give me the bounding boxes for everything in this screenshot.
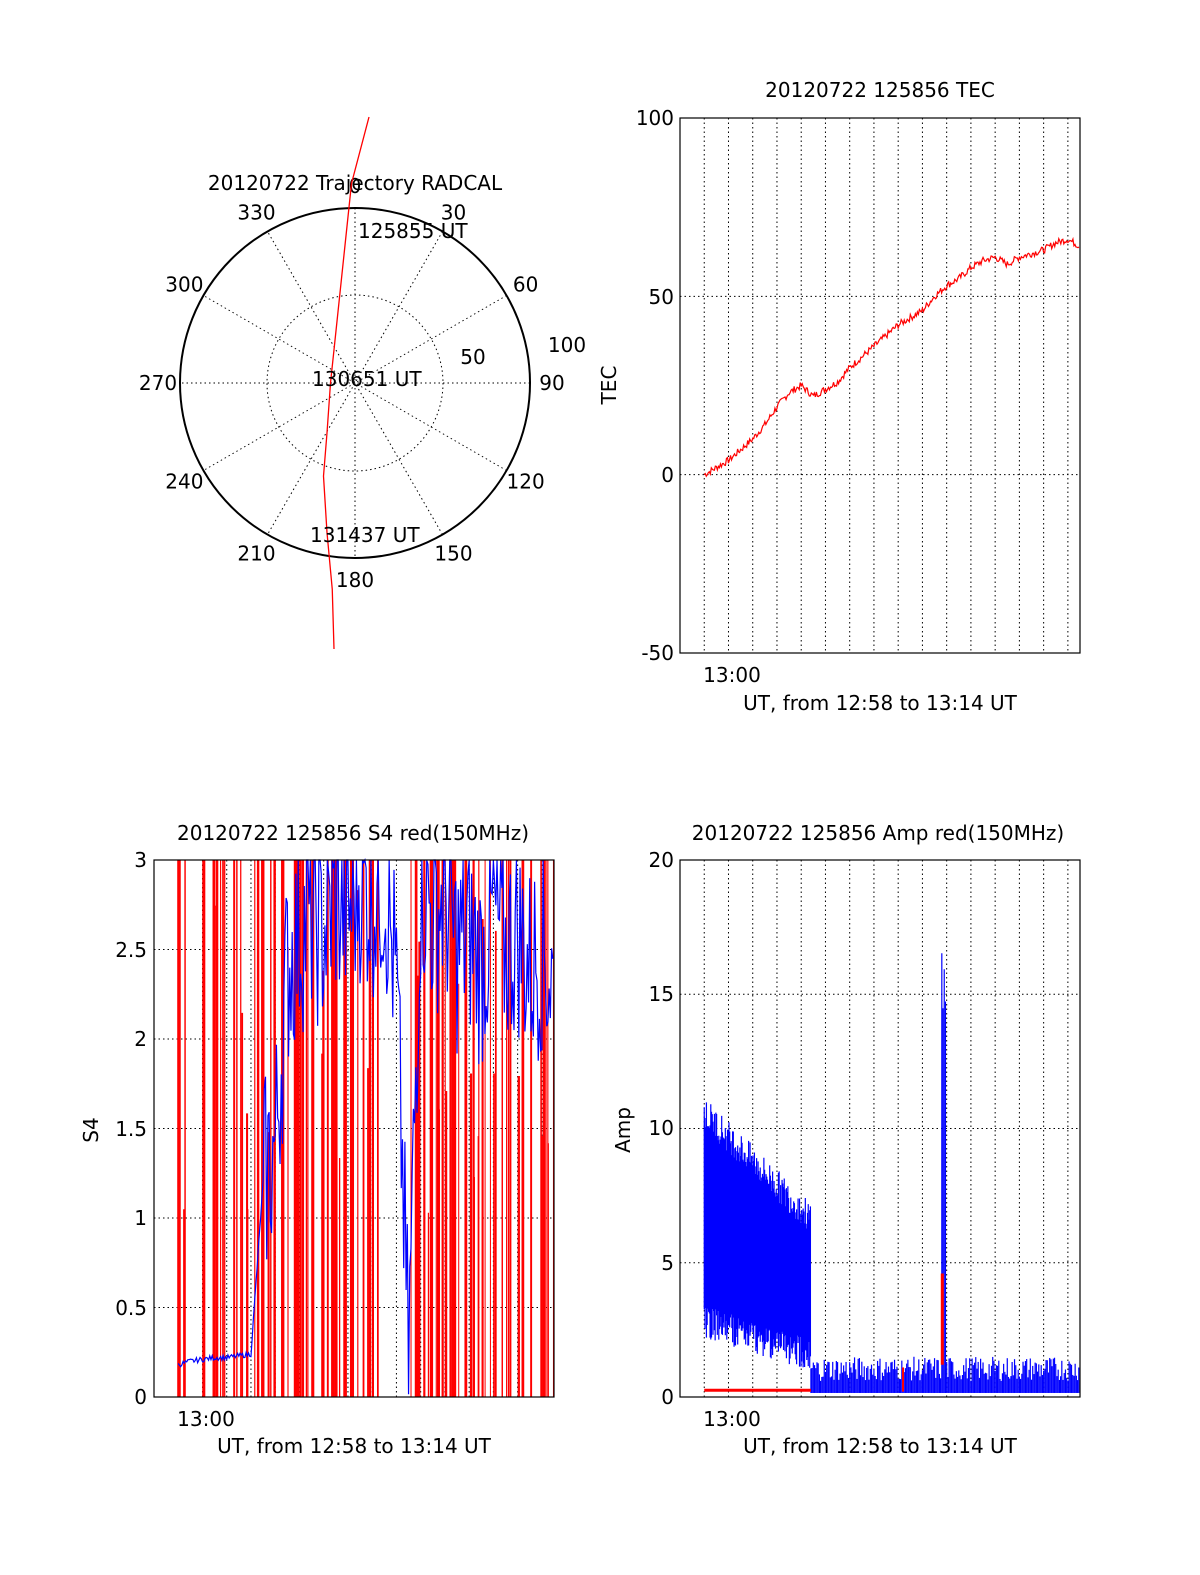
- s4-xlabel: UT, from 12:58 to 13:14 UT: [217, 1434, 492, 1458]
- amp-ytick-0: 0: [661, 1385, 674, 1409]
- amp-ytick-10: 10: [649, 1116, 674, 1140]
- polar-azimuth-label-210: 210: [237, 542, 275, 566]
- polar-azimuth-label-300: 300: [165, 273, 203, 297]
- s4-ytick-1.5: 1.5: [115, 1117, 147, 1141]
- tec-ytick-50: 50: [649, 285, 674, 309]
- polar-radial-label-100: 100: [548, 333, 586, 357]
- tec-ylabel: TEC: [597, 366, 621, 406]
- s4-grid: [154, 860, 554, 1397]
- s4-ytick-2.5: 2.5: [115, 938, 147, 962]
- s4-plot: 20120722 125856 S4 red(150MHz) 3 2.5 2 1…: [79, 821, 555, 1458]
- s4-ytick-0: 0: [134, 1385, 147, 1409]
- s4-frame: [153, 859, 555, 1398]
- amp-frame: [679, 859, 1081, 1398]
- tec-series-line: [703, 236, 1080, 478]
- s4-ytick-3: 3: [134, 848, 147, 872]
- polar-azimuth-label-330: 330: [237, 200, 275, 224]
- tec-ytick-0: 0: [661, 463, 674, 487]
- amp-title: 20120722 125856 Amp red(150MHz): [692, 821, 1064, 845]
- polar-title: 20120722 Trajectory RADCAL: [208, 171, 503, 195]
- s4-ytick-2: 2: [134, 1027, 147, 1051]
- amp-red-series: [704, 1273, 944, 1392]
- s4-title: 20120722 125856 S4 red(150MHz): [177, 821, 529, 845]
- tec-ytick-100: 100: [636, 106, 674, 130]
- trajectory-end-label: 131437 UT: [310, 523, 420, 547]
- tec-xlabel: UT, from 12:58 to 13:14 UT: [743, 691, 1018, 715]
- polar-azimuth-label-150: 150: [434, 542, 472, 566]
- s4-ytick-0.5: 0.5: [115, 1296, 147, 1320]
- tec-title: 20120722 125856 TEC: [765, 78, 995, 102]
- polar-azimuth-label-90: 90: [539, 371, 564, 395]
- trajectory-start-label: 125855 UT: [358, 219, 468, 243]
- polar-azimuth-label-240: 240: [165, 470, 203, 494]
- polar-azimuth-label-60: 60: [513, 273, 538, 297]
- tec-grid: [680, 118, 1080, 653]
- amp-ytick-20: 20: [649, 848, 674, 872]
- s4-ytick-1: 1: [134, 1206, 147, 1230]
- tec-frame: [679, 117, 1081, 654]
- amp-xlabel: UT, from 12:58 to 13:14 UT: [743, 1434, 1018, 1458]
- amp-ytick-5: 5: [661, 1251, 674, 1275]
- polar-azimuth-label-270: 270: [139, 371, 177, 395]
- polar-trajectory-line: [322, 116, 370, 650]
- amp-ylabel: Amp: [611, 1107, 635, 1153]
- amp-ytick-15: 15: [649, 982, 674, 1006]
- polar-trajectory-plot: 20120722 Trajectory RADCAL 0306090120150…: [139, 116, 586, 650]
- tec-ytick-minus50: -50: [641, 641, 674, 665]
- tec-xtick-1300: 13:00: [703, 663, 761, 687]
- tec-plot: 20120722 125856 TEC 100 50 0 -50 13:00 U…: [597, 78, 1081, 715]
- s4-blue-series: [177, 857, 554, 1395]
- polar-azimuth-label-120: 120: [507, 470, 545, 494]
- amp-xtick-1300: 13:00: [703, 1407, 761, 1431]
- amp-blue-series: [703, 953, 1080, 1393]
- s4-xtick-1300: 13:00: [177, 1407, 235, 1431]
- s4-blue-line: [177, 857, 554, 1395]
- trajectory-mid-label: 130651 UT: [312, 367, 422, 391]
- polar-azimuth-label-30: 30: [441, 200, 466, 224]
- polar-radial-label-50: 50: [460, 345, 485, 369]
- s4-ylabel: S4: [79, 1117, 103, 1142]
- amp-plot: 20120722 125856 Amp red(150MHz) 20 15 10…: [611, 821, 1081, 1458]
- amp-grid: [680, 860, 1080, 1397]
- polar-azimuth-label-180: 180: [336, 568, 374, 592]
